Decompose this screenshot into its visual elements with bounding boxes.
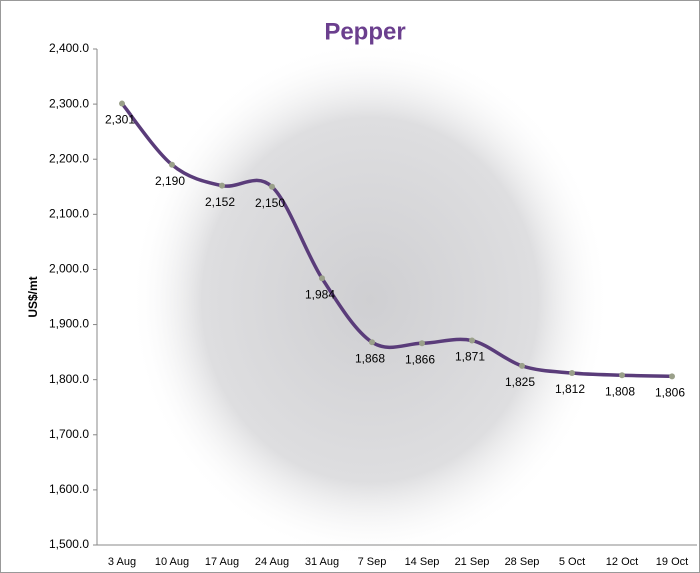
x-tick-label: 14 Sep xyxy=(405,556,440,568)
x-tick-label: 3 Aug xyxy=(108,556,136,568)
x-tick-label: 19 Oct xyxy=(656,556,688,568)
x-tick-label: 31 Aug xyxy=(305,556,339,568)
y-tick-label: 2,000.0 xyxy=(49,262,89,276)
data-label: 1,806 xyxy=(655,386,685,400)
data-label: 1,812 xyxy=(555,382,585,396)
x-tick-label: 12 Oct xyxy=(606,556,638,568)
marker xyxy=(269,184,275,190)
data-label: 2,152 xyxy=(205,195,235,209)
marker xyxy=(519,363,525,369)
x-tick-label: 7 Sep xyxy=(358,556,387,568)
data-label: 1,825 xyxy=(505,375,535,389)
y-tick-label: 2,100.0 xyxy=(49,207,89,221)
data-label: 1,808 xyxy=(605,384,635,398)
y-tick-label: 2,400.0 xyxy=(49,41,89,55)
x-tick-label: 24 Aug xyxy=(255,556,289,568)
data-label: 2,190 xyxy=(155,174,185,188)
marker xyxy=(119,101,125,107)
marker xyxy=(569,370,575,376)
y-tick-label: 1,800.0 xyxy=(49,372,89,386)
data-label: 1,866 xyxy=(405,352,435,366)
data-label: 2,150 xyxy=(255,196,285,210)
marker xyxy=(469,338,475,344)
marker xyxy=(419,340,425,346)
x-tick-label: 10 Aug xyxy=(155,556,189,568)
background-image xyxy=(130,40,610,560)
y-tick-label: 2,300.0 xyxy=(49,96,89,110)
y-tick-label: 1,500.0 xyxy=(49,537,89,551)
data-label: 1,868 xyxy=(355,351,385,365)
y-axis-label: US$/mt xyxy=(26,276,40,317)
x-tick-label: 5 Oct xyxy=(559,556,585,568)
marker xyxy=(669,373,675,379)
x-tick-label: 17 Aug xyxy=(205,556,239,568)
data-label: 1,871 xyxy=(455,350,485,364)
marker xyxy=(619,372,625,378)
marker xyxy=(319,275,325,281)
marker xyxy=(369,339,375,345)
marker xyxy=(219,183,225,189)
y-tick-label: 1,700.0 xyxy=(49,427,89,441)
x-tick-label: 21 Sep xyxy=(455,556,490,568)
marker xyxy=(169,162,175,168)
y-tick-label: 1,600.0 xyxy=(49,482,89,496)
x-tick-label: 28 Sep xyxy=(505,556,540,568)
chart: Pepper US$/mt 1,500.0 1,600.0 1,700.0 1,800… xyxy=(0,0,700,573)
data-label: 2,301 xyxy=(105,113,135,127)
data-label: 1,984 xyxy=(305,287,335,301)
y-tick-label: 2,200.0 xyxy=(49,151,89,165)
chart-title: Pepper xyxy=(324,18,405,45)
y-tick-label: 1,900.0 xyxy=(49,317,89,331)
